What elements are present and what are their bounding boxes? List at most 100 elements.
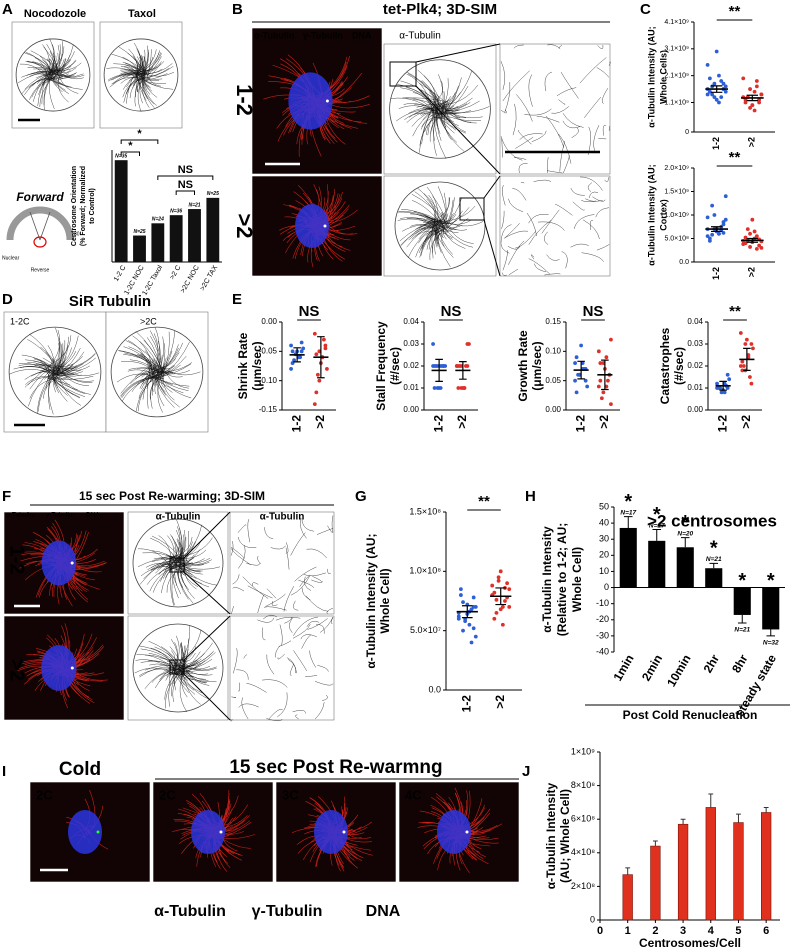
y-tick-label: 0.0 <box>428 684 441 694</box>
filaments <box>230 515 334 614</box>
n-label: N=35 <box>115 154 127 160</box>
data-point <box>759 246 764 250</box>
panel-title: tet-Plk4; 3D-SIM <box>383 1 497 18</box>
y-tick-label: 2.1×10⁹ <box>664 73 689 80</box>
filaments <box>17 38 85 110</box>
rule <box>415 85 501 175</box>
x-tick-label: 10min <box>664 652 693 689</box>
data-point <box>748 231 752 236</box>
data-point <box>705 63 710 67</box>
image-label: 4C <box>405 787 422 802</box>
bar <box>677 823 689 921</box>
y-axis-label: (Relative to 1-2; AU; <box>555 523 569 637</box>
bar <box>133 235 146 262</box>
y-axis-label: Growth Rate <box>516 330 530 402</box>
panel-letter: I <box>2 763 6 780</box>
data-point <box>743 97 748 102</box>
panel-letter: H <box>525 488 536 505</box>
n-label: N=21 <box>706 556 722 563</box>
data-point <box>725 372 730 377</box>
bar <box>762 587 780 630</box>
data-point <box>312 402 317 407</box>
inset-box <box>169 557 185 573</box>
y-tick-label: 0.02 <box>687 361 703 370</box>
n-label: N=17 <box>649 522 665 529</box>
y-tick-label: 0.00 <box>687 405 703 414</box>
bar <box>188 209 201 262</box>
x-tick-label: 8hr <box>729 652 751 675</box>
y-axis-label: Stall Frequency <box>374 321 388 411</box>
data-point <box>609 402 613 407</box>
micrograph <box>499 175 611 277</box>
data-point <box>609 337 613 342</box>
diagram-arc <box>6 206 74 241</box>
y-tick-label: 0.15 <box>545 317 561 326</box>
y-tick-label: 10 <box>599 566 609 576</box>
x-tick-label: >2 <box>739 415 753 429</box>
x-tick-label: >2 <box>747 137 757 147</box>
cell-outline <box>8 326 102 418</box>
centrosome <box>96 830 100 834</box>
significance-bracket <box>120 139 159 144</box>
data-point <box>714 49 719 54</box>
rule <box>183 615 231 661</box>
y-tick-label: -30 <box>596 630 609 640</box>
micrograph <box>229 511 335 615</box>
error-bar <box>763 806 769 813</box>
error-bar <box>766 629 776 637</box>
rule <box>183 571 231 615</box>
error-bar <box>652 840 658 847</box>
bar <box>733 587 751 615</box>
x-tick-label: 1min <box>610 652 636 683</box>
data-point <box>717 100 721 105</box>
y-tick-label: 0 <box>685 129 689 136</box>
cell-outline <box>132 623 224 713</box>
filaments <box>9 327 100 415</box>
y-tick-label: 0.03 <box>403 339 419 348</box>
data-point <box>456 616 461 621</box>
error-bar <box>737 614 747 624</box>
data-point <box>606 378 610 383</box>
rule <box>183 511 231 559</box>
data-point <box>323 346 328 351</box>
cell-outline <box>389 59 491 159</box>
micrograph <box>229 615 335 721</box>
data-point <box>723 217 728 222</box>
error-bar <box>623 516 633 528</box>
error-bar <box>577 360 585 380</box>
x-tick-label: 1-2 <box>711 137 721 150</box>
diagram-ray <box>29 211 51 241</box>
bar <box>169 215 183 262</box>
data-point <box>601 390 606 395</box>
data-point <box>759 92 764 97</box>
centrosome <box>325 99 329 103</box>
stain-label: α-Tubulin <box>254 30 294 40</box>
x-tick-label: >2 <box>455 415 469 429</box>
stain-label: γ-Tubulin <box>303 30 343 40</box>
significance-label: ** <box>729 149 741 166</box>
data-point <box>596 384 601 389</box>
image-label: Nocodozole <box>24 8 86 20</box>
filaments <box>397 186 484 268</box>
data-point <box>494 610 499 615</box>
data-point <box>721 81 726 86</box>
data-point <box>467 622 472 627</box>
significance-label: ** <box>478 493 490 510</box>
data-point <box>496 575 501 580</box>
y-tick-label: 4×10⁸ <box>571 847 595 857</box>
error-bar <box>719 380 727 391</box>
image-label: 3C <box>282 787 299 802</box>
data-point <box>707 238 712 243</box>
y-axis-label: α-Tubulin Intensity (AU; <box>646 26 656 127</box>
micrograph <box>499 43 611 175</box>
data-point <box>432 364 437 368</box>
x-tick-label: >2 <box>313 415 327 429</box>
data-point <box>754 79 759 83</box>
inset-box <box>169 659 185 675</box>
data-point <box>461 628 465 633</box>
n-label: N=20 <box>677 530 693 537</box>
data-point <box>719 79 724 83</box>
centrosome <box>219 830 223 834</box>
data-point <box>748 105 752 110</box>
